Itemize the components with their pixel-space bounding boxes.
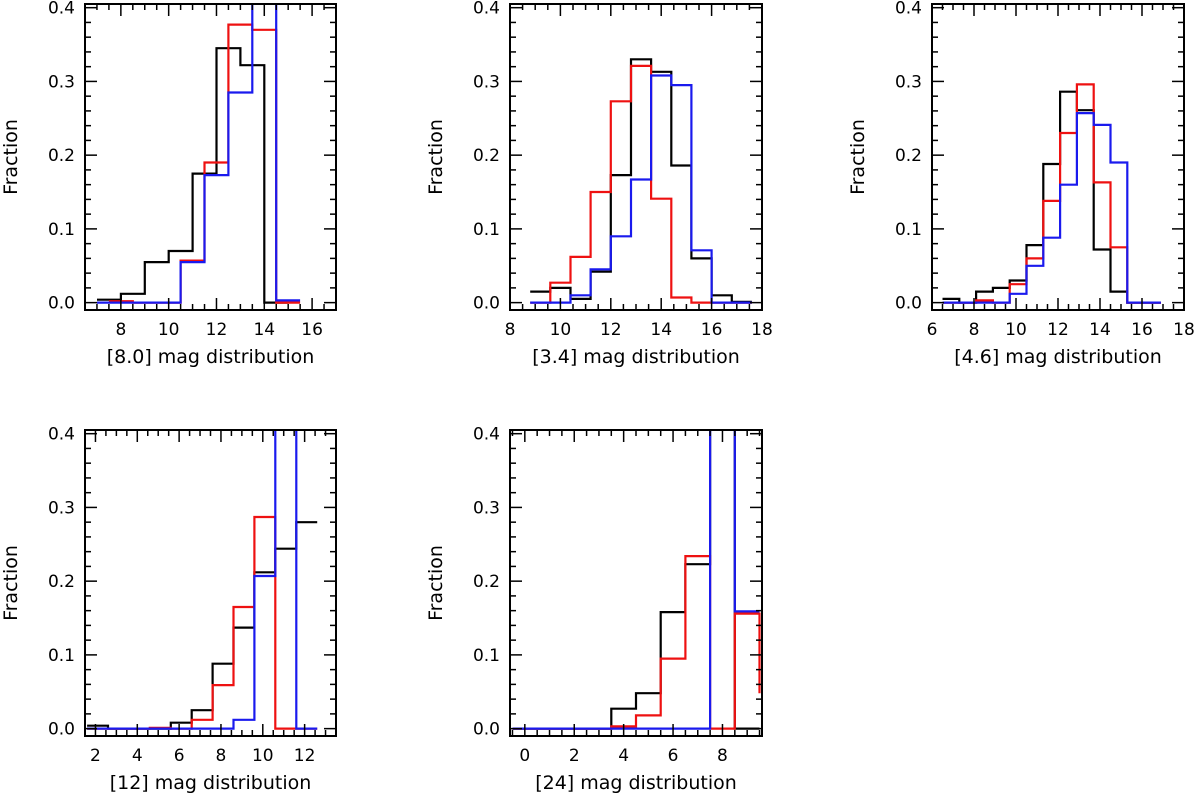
x-tick-label: 12	[206, 320, 228, 340]
y-tick-label: 0.3	[895, 72, 922, 92]
x-tick-label: 4	[618, 746, 629, 766]
y-axis-label: Fraction	[0, 119, 22, 195]
x-tick-label: 6	[174, 746, 185, 766]
x-tick-label: 8	[505, 320, 516, 340]
panel-3-4-mag: 8 10 12 14 16 18 0.0 0.1 0.2 0.3 0.4 [3.4] mag dist…	[425, 0, 773, 368]
y-axis-label: Fraction	[425, 545, 447, 621]
x-axis-label: [24] mag distribution	[535, 772, 737, 794]
x-tick-label: 6	[668, 746, 679, 766]
y-axis-label: Fraction	[0, 545, 22, 621]
panel-8-0-mag: 8 10 12 14 16 0.0 0.1 0.2 0.3 0.4 [8.0] mag distri…	[0, 0, 337, 368]
series-blue-histogram	[512, 430, 760, 730]
plot-frame	[931, 3, 1185, 311]
series-blue-histogram	[942, 112, 1161, 304]
series-red-histogram	[530, 64, 752, 304]
series-black-histogram	[87, 521, 318, 730]
x-tick-label: 2	[90, 746, 101, 766]
series-black-histogram	[942, 90, 1161, 304]
x-tick-label: 8	[969, 320, 980, 340]
x-tick-label: 10	[158, 320, 180, 340]
y-tick-label: 0.2	[895, 146, 922, 166]
x-tick-label: 18	[751, 320, 773, 340]
y-tick-label: 0.1	[48, 646, 75, 666]
series-black-histogram	[97, 47, 289, 304]
series-red-histogram	[942, 83, 1161, 304]
panel-4-6-mag: 6 8 10 12 14 16 18 0.0 0.1 0.2 0.3 0.4 [4.6] mag dis…	[847, 0, 1195, 368]
x-tick-label: 16	[701, 320, 723, 340]
y-tick-label: 0.1	[48, 220, 75, 240]
plot-frame	[84, 429, 337, 737]
y-tick-label: 0.4	[473, 0, 500, 19]
y-tick-label: 0.0	[473, 294, 500, 314]
series-blue-histogram	[97, 4, 301, 304]
x-tick-label: 14	[1089, 320, 1111, 340]
y-tick-label: 0.3	[473, 72, 500, 92]
y-tick-label: 0.2	[473, 146, 500, 166]
x-tick-label: 14	[650, 320, 672, 340]
x-tick-label: 4	[132, 746, 143, 766]
y-tick-label: 0.3	[473, 498, 500, 518]
x-tick-label: 2	[569, 746, 580, 766]
x-tick-label: 10	[550, 320, 572, 340]
y-tick-label: 0.3	[48, 498, 75, 518]
x-tick-label: 10	[252, 746, 274, 766]
x-axis-label: [12] mag distribution	[110, 772, 312, 794]
y-tick-label: 0.4	[48, 0, 75, 19]
y-tick-label: 0.0	[48, 720, 75, 740]
x-tick-label: 8	[115, 320, 126, 340]
x-tick-label: 10	[1005, 320, 1027, 340]
series-blue-histogram	[87, 430, 318, 730]
x-tick-label: 0	[519, 746, 530, 766]
y-tick-label: 0.1	[895, 220, 922, 240]
series-black-histogram	[512, 430, 760, 730]
x-tick-label: 8	[216, 746, 227, 766]
y-tick-label: 0.4	[895, 0, 922, 19]
plot-frame	[509, 3, 763, 311]
x-tick-label: 8	[717, 746, 728, 766]
y-tick-label: 0.2	[473, 572, 500, 592]
y-tick-label: 0.1	[473, 646, 500, 666]
x-axis-label: [4.6] mag distribution	[954, 346, 1162, 368]
y-tick-label: 0.0	[473, 720, 500, 740]
x-tick-label: 12	[1047, 320, 1069, 340]
y-axis-label: Fraction	[425, 119, 447, 195]
x-tick-label: 12	[600, 320, 622, 340]
x-tick-label: 16	[1131, 320, 1153, 340]
panel-24-mag: 0 2 4 6 8 0.0 0.1 0.2 0.3 0.4 [24] mag distributio…	[425, 425, 763, 794]
y-tick-label: 0.2	[48, 572, 75, 592]
y-tick-label: 0.1	[473, 220, 500, 240]
plot-frame	[84, 3, 337, 311]
x-axis-label: [8.0] mag distribution	[107, 346, 315, 368]
y-tick-label: 0.3	[48, 72, 75, 92]
x-axis-label: [3.4] mag distribution	[532, 346, 740, 368]
x-tick-label: 16	[301, 320, 323, 340]
y-tick-label: 0.2	[48, 146, 75, 166]
x-tick-label: 14	[253, 320, 275, 340]
x-tick-label: 6	[927, 320, 938, 340]
panel-12-mag: 2 4 6 8 10 12 0.0 0.1 0.2 0.3 0.4 [12] mag distribu…	[0, 425, 337, 794]
y-tick-label: 0.0	[48, 294, 75, 314]
y-tick-label: 0.0	[895, 294, 922, 314]
y-tick-label: 0.4	[473, 425, 500, 445]
x-tick-label: 18	[1173, 320, 1195, 340]
plot-frame	[509, 429, 763, 737]
x-tick-label: 12	[294, 746, 316, 766]
series-blue-histogram	[530, 74, 752, 304]
y-axis-label: Fraction	[847, 119, 869, 195]
y-tick-label: 0.4	[48, 425, 75, 445]
